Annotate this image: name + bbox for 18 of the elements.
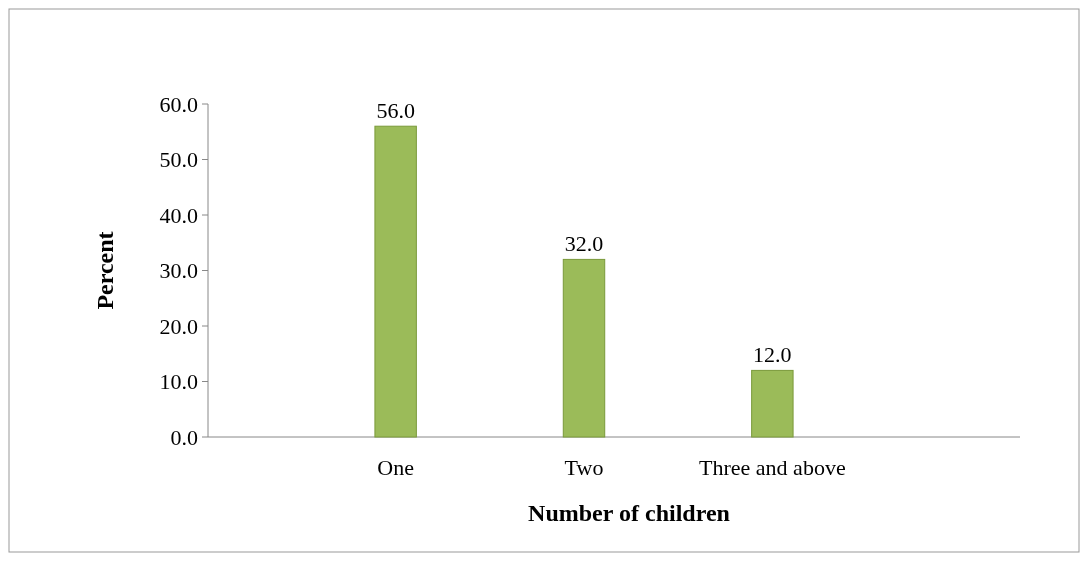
bar	[751, 369, 794, 438]
x-tick-label: One	[377, 455, 414, 480]
bar	[374, 125, 417, 438]
data-label: 56.0	[376, 98, 415, 124]
y-tick-label: 60.0	[159, 91, 198, 117]
data-label: 32.0	[564, 231, 604, 257]
y-tick-label: 10.0	[159, 369, 198, 395]
x-axis-title: Number of children	[528, 500, 730, 526]
y-tick-label: 20.0	[159, 313, 198, 339]
data-label: 12.0	[753, 342, 792, 368]
y-tick-label: 0.0	[170, 424, 198, 450]
x-tick-label: Three and above	[699, 455, 846, 480]
y-axis-title: Percent	[92, 231, 118, 310]
x-tick-label: Two	[564, 455, 604, 480]
y-tick-label: 50.0	[159, 147, 198, 173]
bar	[562, 258, 606, 438]
y-tick-label: 30.0	[159, 258, 198, 284]
y-tick-label: 40.0	[159, 202, 198, 228]
